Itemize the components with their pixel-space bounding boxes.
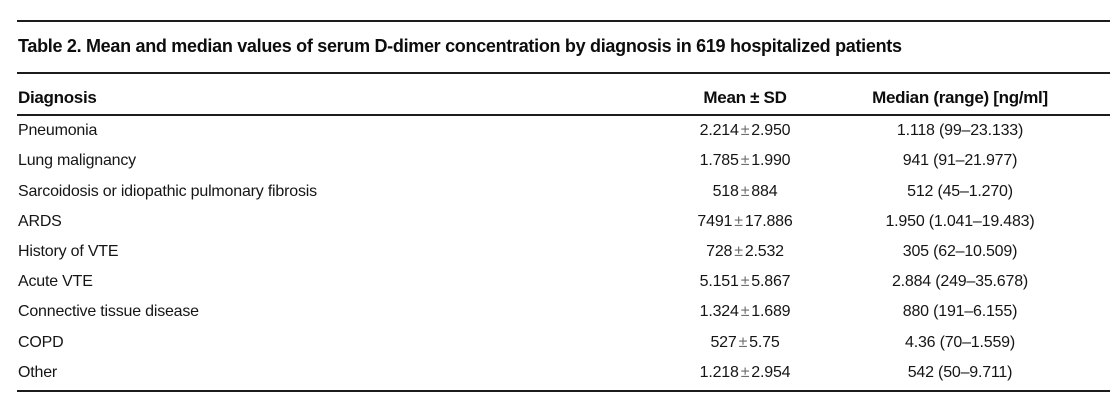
header-divider-rule [17, 114, 1110, 116]
diagnosis-cell: ARDS [18, 212, 62, 230]
diagnosis-cell: Sarcoidosis or idiopathic pulmonary fibr… [18, 182, 317, 200]
mean-value: 518 [712, 182, 739, 200]
sd-value: 1.689 [751, 303, 791, 321]
sd-value: 884 [751, 182, 778, 200]
mean-value: 7491 [697, 212, 733, 230]
plus-minus-symbol: ± [734, 212, 743, 230]
diagnosis-cell: Connective tissue disease [18, 303, 199, 321]
mean-sd-cell: 5.151 ±5.867 [620, 273, 870, 291]
table-row: Other 1.218 ±2.954 542 (50–9.711) [17, 358, 1110, 388]
mean-value: 527 [710, 333, 737, 351]
mean-sd-cell: 1.324 ±1.689 [620, 303, 870, 321]
sd-value: 2.954 [751, 363, 791, 381]
mean-value: 1.785 [699, 152, 739, 170]
plus-minus-symbol: ± [740, 303, 750, 321]
median-range-cell: 880 (191–6.155) [902, 303, 1018, 321]
plus-minus-symbol: ± [740, 273, 750, 291]
table-row: Acute VTE 5.151 ±5.867 2.884 (249–35.678) [17, 267, 1110, 297]
mean-sd-cell: 728 ±2.532 [620, 243, 870, 261]
mean-value: 5.151 [699, 273, 739, 291]
mean-sd-cell: 527 ±5.75 [620, 334, 870, 352]
diagnosis-cell: Acute VTE [18, 273, 93, 291]
plus-minus-symbol: ± [740, 122, 750, 140]
table-row: Lung malignancy 1.785 ±1.990 941 (91–21.9… [17, 146, 1110, 176]
diagnosis-cell: Lung malignancy [18, 152, 136, 170]
median-range-cell: 1.950 (1.041–19.483) [885, 212, 1035, 230]
table-row: ARDS 7491 ±17.886 1.950 (1.041–19.483) [17, 207, 1110, 237]
median-range-cell: 542 (50–9.711) [907, 363, 1013, 381]
table-row: Pneumonia 2.214 ±2.950 1.118 (99–23.133) [17, 116, 1110, 146]
title-divider-rule [17, 72, 1110, 74]
diagnosis-cell: Pneumonia [18, 122, 98, 140]
table-bottom-rule [17, 390, 1110, 392]
table-top-rule [17, 20, 1110, 22]
plus-minus-symbol: ± [740, 182, 750, 200]
plus-minus-symbol: ± [734, 242, 743, 260]
sd-value: 1.990 [751, 152, 791, 170]
column-header-mean-sd: Mean ± SD [703, 88, 787, 107]
mean-sd-cell: 518 ±884 [620, 183, 870, 201]
plus-minus-symbol: ± [740, 363, 750, 381]
median-range-cell: 941 (91–21.977) [902, 152, 1018, 170]
plus-minus-symbol: ± [740, 152, 750, 170]
diagnosis-cell: History of VTE [18, 242, 119, 260]
table-title: Table 2. Mean and median values of serum… [18, 36, 902, 56]
median-range-cell: 4.36 (70–1.559) [905, 333, 1015, 351]
median-range-cell: 2.884 (249–35.678) [891, 273, 1029, 291]
table-body: Pneumonia 2.214 ±2.950 1.118 (99–23.133) … [17, 116, 1110, 388]
table-row: History of VTE 728 ±2.532 305 (62–10.509) [17, 237, 1110, 267]
diagnosis-cell: COPD [18, 333, 64, 351]
table-row: Sarcoidosis or idiopathic pulmonary fibr… [17, 176, 1110, 206]
column-header-median-range: Median (range) [ng/ml] [872, 88, 1048, 107]
table-header-row: Diagnosis Mean ± SD Median (range) [ng/m… [17, 84, 1110, 112]
mean-sd-cell: 7491 ±17.886 [620, 213, 870, 231]
mean-value: 728 [706, 242, 733, 260]
mean-sd-cell: 1.785 ±1.990 [620, 152, 870, 170]
median-range-cell: 1.118 (99–23.133) [896, 122, 1024, 140]
sd-value: 2.950 [751, 122, 791, 140]
mean-sd-cell: 1.218 ±2.954 [620, 364, 870, 382]
median-range-cell: 305 (62–10.509) [902, 242, 1018, 260]
plus-minus-symbol: ± [738, 333, 748, 351]
mean-value: 2.214 [699, 122, 739, 140]
mean-value: 1.324 [699, 303, 739, 321]
median-range-cell: 512 (45–1.270) [907, 182, 1013, 200]
mean-sd-cell: 2.214 ±2.950 [620, 122, 870, 140]
sd-value: 2.532 [744, 242, 784, 260]
table-row: Connective tissue disease 1.324 ±1.689 88… [17, 297, 1110, 327]
diagnosis-cell: Other [18, 363, 58, 381]
sd-value: 5.867 [751, 273, 791, 291]
sd-value: 17.886 [744, 212, 793, 230]
table-row: COPD 527 ±5.75 4.36 (70–1.559) [17, 328, 1110, 358]
mean-value: 1.218 [699, 363, 739, 381]
column-header-diagnosis: Diagnosis [18, 88, 97, 107]
sd-value: 5.75 [749, 333, 780, 351]
